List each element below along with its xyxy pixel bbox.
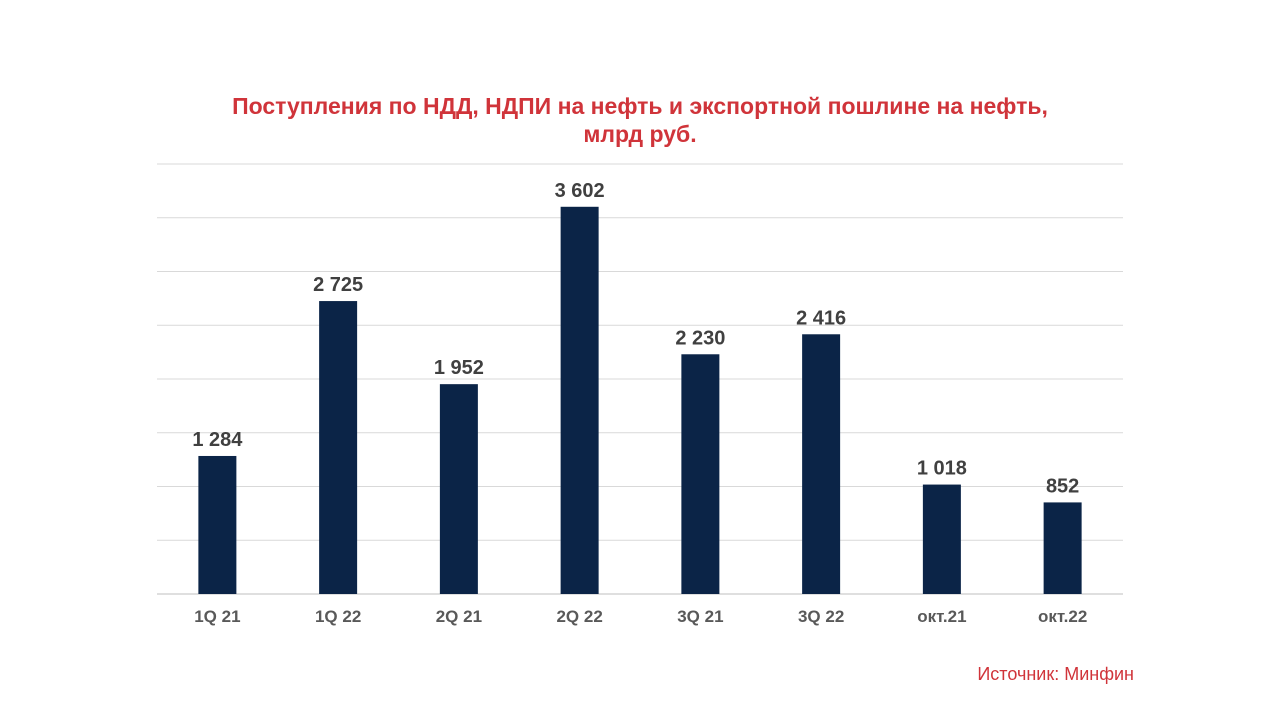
chart-title: Поступления по НДД, НДПИ на нефть и эксп… — [232, 93, 1048, 147]
bar-7 — [1043, 502, 1082, 594]
x-tick-label: 3Q 22 — [798, 607, 844, 626]
bar-2 — [439, 384, 478, 594]
data-label: 1 284 — [192, 429, 243, 451]
x-tick-label: 2Q 22 — [556, 607, 602, 626]
x-tick-label: 3Q 21 — [677, 607, 723, 626]
data-label: 2 416 — [796, 307, 846, 329]
x-tick-label: 1Q 21 — [194, 607, 240, 626]
bar-3 — [560, 206, 599, 594]
data-label: 1 952 — [434, 357, 484, 379]
data-label: 3 602 — [555, 180, 605, 202]
source-note: Источник: Минфин — [977, 664, 1134, 684]
x-tick-label: окт.21 — [917, 607, 966, 626]
bar-6 — [922, 484, 961, 594]
x-tick-labels: 1Q 21 1Q 22 2Q 21 2Q 22 3Q 21 3Q 22 окт.21 окт.… — [194, 607, 1087, 626]
x-tick-label: окт.22 — [1038, 607, 1087, 626]
data-label: 1 018 — [917, 458, 967, 480]
gridlines — [157, 163, 1123, 595]
data-label: 852 — [1046, 475, 1079, 497]
bar-1 — [319, 301, 358, 594]
x-tick-label: 1Q 22 — [315, 607, 361, 626]
bars — [198, 206, 1082, 594]
bar-5 — [802, 334, 841, 594]
bar-4 — [681, 354, 720, 594]
x-tick-label: 2Q 21 — [436, 607, 482, 626]
bar-0 — [198, 455, 237, 594]
data-label: 2 725 — [313, 274, 363, 296]
data-labels: 1 284 2 725 1 952 3 602 2 230 2 416 1 018 852 — [192, 180, 1079, 498]
data-label: 2 230 — [675, 327, 725, 349]
